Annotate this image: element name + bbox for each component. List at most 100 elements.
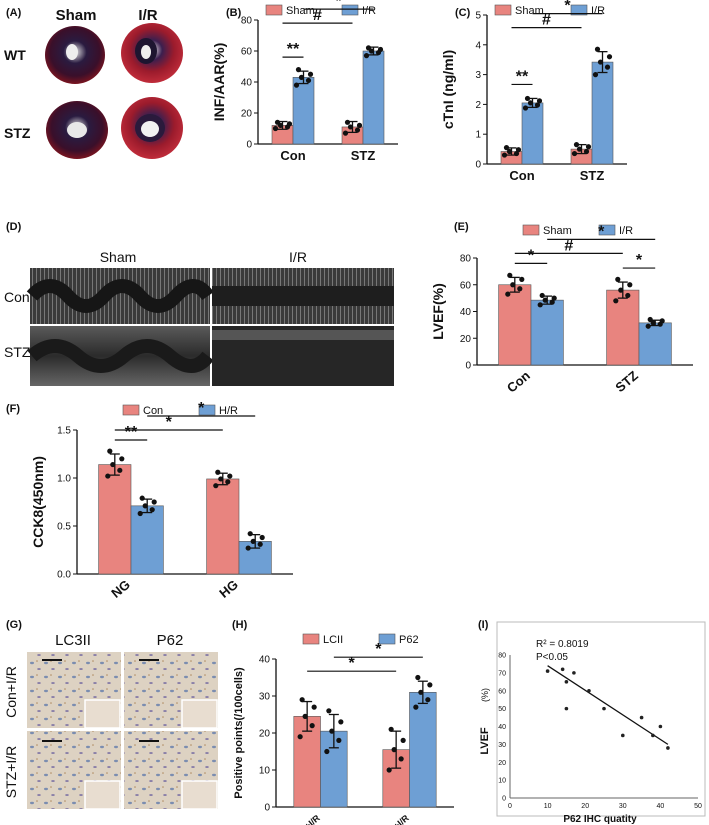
data-point xyxy=(427,682,433,688)
echo-con-sham-wave xyxy=(26,279,214,313)
ihc-inset xyxy=(181,699,218,729)
data-point xyxy=(418,689,424,695)
legend-swatch-0 xyxy=(522,224,540,236)
data-point xyxy=(606,54,613,60)
data-point xyxy=(338,719,344,725)
x-tick-label: 50 xyxy=(694,803,702,810)
y-axis-label: LVEF(%) xyxy=(430,283,446,340)
x-tick-label: 20 xyxy=(581,803,589,810)
panel-g-row-con: Con+I/R xyxy=(3,666,19,718)
legend-swatch-1 xyxy=(570,4,588,16)
chart-e: (E) 0 20 40 60 80 LVEF(%) Sham I/R Con STZ * # * * xyxy=(430,221,693,396)
legend-swatch-1 xyxy=(341,4,359,16)
y-axis-label: Positive points(/100cells) xyxy=(233,667,245,799)
bar-hr-ng xyxy=(130,505,164,575)
y-axis-label: CCK8(450nm) xyxy=(30,456,46,548)
ihc-inset xyxy=(84,699,121,729)
legend-label-1: I/R xyxy=(591,5,605,17)
y-axis-label: INF/AAR(%) xyxy=(211,43,227,122)
data-point xyxy=(311,704,317,710)
legend-swatch-0 xyxy=(265,4,283,16)
data-point xyxy=(551,295,557,301)
panel-b-label: (B) xyxy=(226,7,242,19)
bar-ir-con xyxy=(521,102,544,165)
bar-ir-stz xyxy=(591,61,614,165)
data-point xyxy=(326,708,332,714)
significance-mark: ** xyxy=(287,41,300,58)
significance-mark: ** xyxy=(125,424,138,441)
stat-p: P<0.05 xyxy=(536,652,568,663)
significance-mark: * xyxy=(528,247,535,264)
chart-c: (C) 0 1 2 3 4 5 cTnI (ng/ml) Sham I/R Con STZ ** # * xyxy=(440,0,627,183)
stat-r2: R² = 0.8019 xyxy=(536,639,589,650)
data-point xyxy=(257,541,263,547)
data-point xyxy=(501,152,508,158)
heart-slice-stz-ir xyxy=(121,97,183,159)
y-tick-label: 1 xyxy=(475,130,481,141)
panel-c-label: (C) xyxy=(455,7,471,19)
bar-sham-stz xyxy=(606,289,640,366)
panel-a: (A) Sham I/R WT STZ xyxy=(4,7,183,159)
panel-e-label: (E) xyxy=(454,221,469,233)
data-point xyxy=(400,737,406,744)
significance-mark: * xyxy=(636,252,643,269)
data-point xyxy=(247,531,253,537)
data-point xyxy=(645,323,651,329)
legend-swatch-1 xyxy=(198,404,216,416)
data-point xyxy=(336,737,342,744)
data-point xyxy=(215,469,221,475)
data-point xyxy=(105,473,111,479)
data-point xyxy=(293,82,300,88)
significance-mark: ** xyxy=(516,68,529,85)
significance-mark: * xyxy=(166,414,173,431)
legend-label-0: Sham xyxy=(515,5,544,17)
heart-slice-wt-sham xyxy=(45,26,105,84)
data-point xyxy=(119,456,125,462)
legend-label-0: Sham xyxy=(543,225,572,237)
data-point xyxy=(594,46,601,52)
bar-con-hg xyxy=(206,478,240,575)
scatter-point xyxy=(621,733,625,738)
scatter-point xyxy=(658,724,663,729)
y-tick-label: 0 xyxy=(465,361,471,372)
ihc-inset xyxy=(181,780,218,810)
x-tick-label: STZ xyxy=(351,148,376,163)
data-point xyxy=(388,726,394,732)
y-tick-label: 60 xyxy=(241,47,253,58)
data-point xyxy=(527,100,534,106)
x-tick-label: Con xyxy=(504,368,533,396)
data-point xyxy=(576,146,583,152)
data-point xyxy=(650,320,656,326)
data-point xyxy=(583,148,590,155)
data-point xyxy=(425,697,431,703)
y-tick-label: 40 xyxy=(259,655,271,666)
data-point xyxy=(250,538,256,544)
scatter-point xyxy=(564,706,569,711)
data-point xyxy=(139,495,145,501)
x-tick-label: Con xyxy=(509,168,534,183)
data-point xyxy=(524,95,531,102)
y-tick-label: 5 xyxy=(475,11,481,22)
y-tick-label: 60 xyxy=(460,280,472,291)
legend-swatch-0 xyxy=(122,404,140,416)
legend-label-0: LCII xyxy=(323,634,343,646)
scatter-point xyxy=(602,706,606,711)
data-point xyxy=(309,723,315,729)
bar-con-ng xyxy=(98,464,132,575)
data-point xyxy=(274,119,281,125)
data-point xyxy=(142,503,148,509)
y-tick-label: 4 xyxy=(475,40,481,51)
data-point xyxy=(542,297,548,303)
y-tick-label: 1.0 xyxy=(57,474,71,485)
data-point xyxy=(245,545,251,551)
data-point xyxy=(519,276,525,282)
bar-sham-con xyxy=(498,284,532,366)
significance-mark: # xyxy=(313,7,322,24)
x-axis-label: P62 IHC quatity xyxy=(563,814,637,825)
bar-p62-stzir xyxy=(409,691,437,808)
data-point xyxy=(218,476,224,482)
data-point xyxy=(107,448,113,454)
data-point xyxy=(295,67,302,73)
y-tick-label: 0.0 xyxy=(57,570,71,581)
